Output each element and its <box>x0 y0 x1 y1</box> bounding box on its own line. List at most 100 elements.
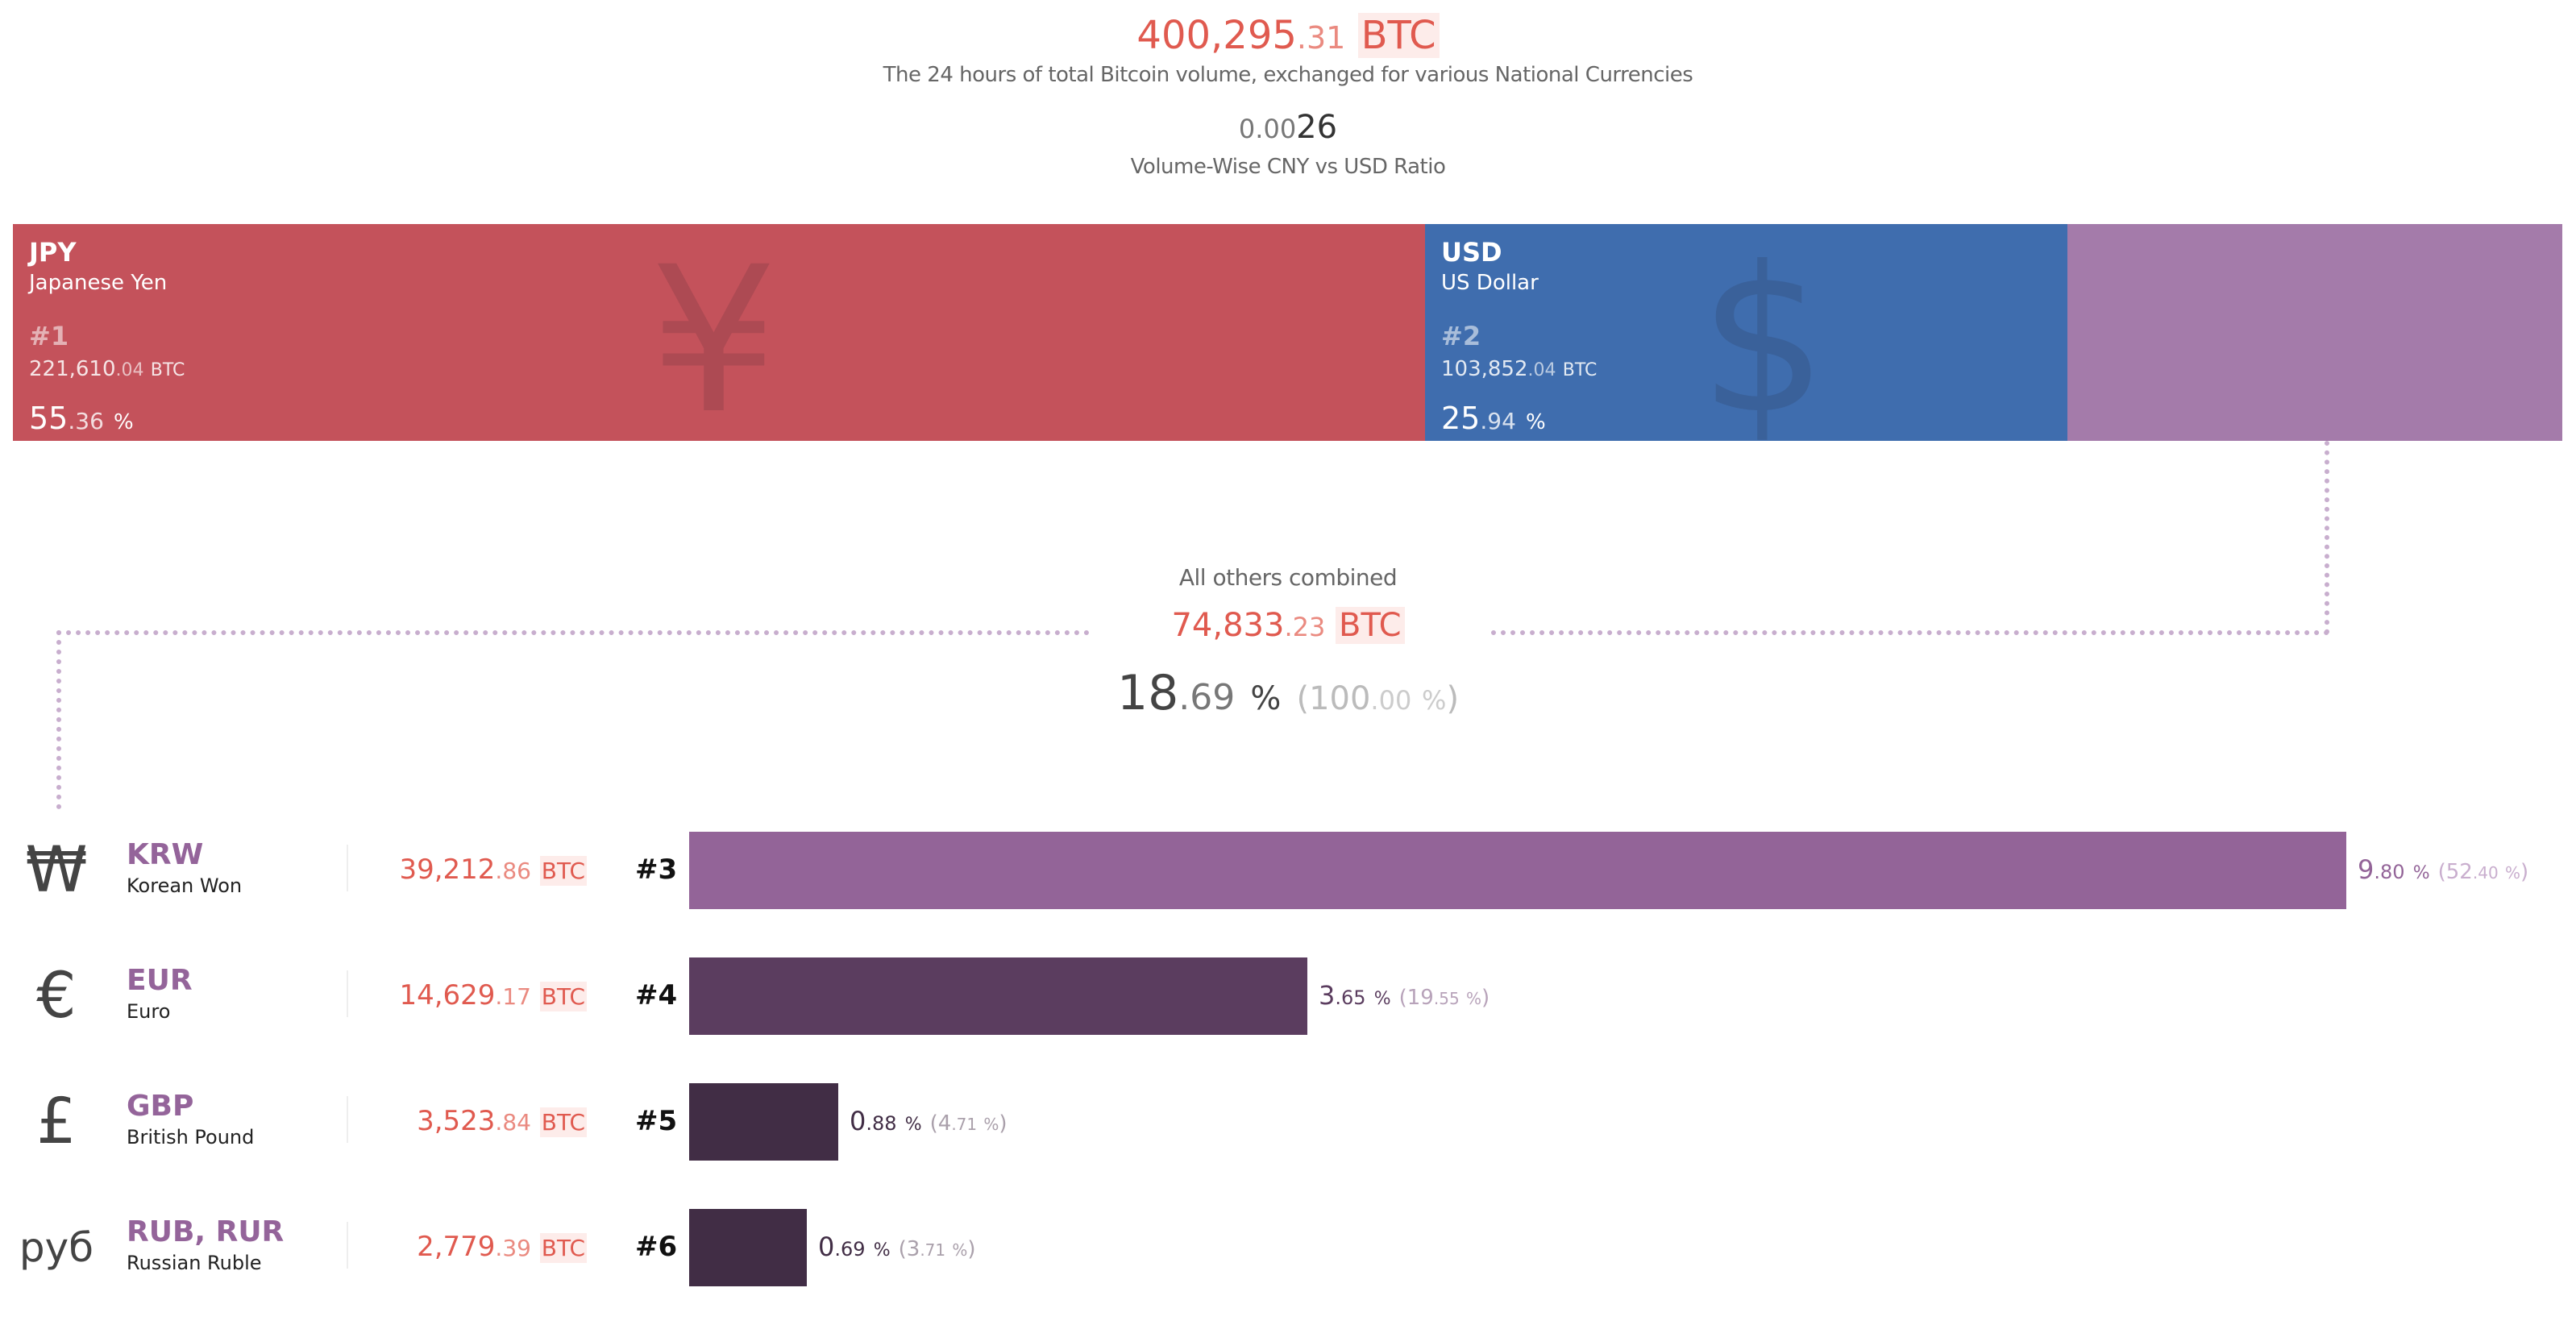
share-dec: .71 <box>920 1240 946 1260</box>
block-code: JPY <box>29 237 77 268</box>
amount-unit: BTC <box>539 1107 587 1137</box>
pct-dec: .80 <box>2374 861 2405 883</box>
amount-dec: .04 <box>115 360 144 380</box>
pct-unit: % <box>904 1115 922 1135</box>
others-share-int: 100 <box>1309 680 1371 717</box>
currency-row[interactable]: £ GBP British Pound 3,523.84 BTC #5 0.88… <box>0 1083 2576 1161</box>
share-of-others: (4.71 %) <box>929 1111 1008 1136</box>
amount-unit: BTC <box>539 856 587 886</box>
share-unit: % <box>2504 863 2520 883</box>
block-rank: #2 <box>1441 321 1481 351</box>
amount-int: 39,212 <box>399 854 496 886</box>
won-icon: ₩ <box>25 834 88 907</box>
share-int: 3 <box>906 1237 920 1261</box>
block-percent: 55.36 % <box>29 398 185 441</box>
others-amount: 74,833.23 BTC <box>0 603 2576 650</box>
divider <box>347 1096 348 1143</box>
share-of-others: (52.40 %) <box>2437 860 2529 884</box>
bar[interactable] <box>689 957 1307 1035</box>
others-share: (100.00 %) <box>1296 680 1460 717</box>
amount-dec: .04 <box>1527 360 1556 380</box>
ratio-lead: 0.00 <box>1238 114 1297 144</box>
bar[interactable] <box>689 832 2346 909</box>
amount-dec: .17 <box>495 983 531 1010</box>
currency-amount: 3,523.84 BTC <box>417 1103 587 1141</box>
bar[interactable] <box>689 1209 807 1286</box>
connector-line <box>56 630 61 809</box>
block-rank: #1 <box>29 321 69 351</box>
divider <box>347 1222 348 1269</box>
share-of-others: (19.55 %) <box>1398 986 1490 1010</box>
amount-int: 103,852 <box>1441 357 1528 381</box>
others-pct-unit: % <box>1250 680 1282 717</box>
total-volume-int: 400,295 <box>1136 13 1297 58</box>
currency-amount: 39,212.86 BTC <box>399 851 587 890</box>
currency-row[interactable]: руб RUB, RUR Russian Ruble 2,779.39 BTC … <box>0 1209 2576 1286</box>
block-jpy[interactable]: ¥ JPY Japanese Yen #1 221,610.04 BTC 55.… <box>13 224 1425 441</box>
pct-dec: .69 <box>834 1238 866 1261</box>
total-volume-subtitle: The 24 hours of total Bitcoin volume, ex… <box>883 63 1693 87</box>
bar-label: 3.65 % (19.55 %) <box>1319 977 1490 1018</box>
share-unit: % <box>1465 989 1481 1008</box>
pct-int: 0 <box>818 1232 835 1262</box>
currency-name: Korean Won <box>127 874 243 897</box>
amount-int: 2,779 <box>417 1231 496 1263</box>
share-dec: .55 <box>1433 989 1460 1008</box>
block-usd[interactable]: $ USD US Dollar #2 103,852.04 BTC 25.94 … <box>1425 224 2067 441</box>
amount-unit: BTC <box>150 360 185 380</box>
connector-line <box>2325 441 2329 634</box>
divider <box>347 845 348 891</box>
bar-label: 0.88 % (4.71 %) <box>850 1103 1008 1144</box>
others-amount-unit: BTC <box>1336 607 1405 644</box>
share-dec: .71 <box>951 1115 978 1134</box>
others-percent: 18.69 % (100.00 %) <box>0 662 2576 731</box>
amount-int: 221,610 <box>29 357 116 381</box>
bar-label: 9.80 % (52.40 %) <box>2358 851 2528 892</box>
others-pct-int: 18 <box>1116 665 1179 721</box>
share-int: 4 <box>937 1111 952 1136</box>
currency-amount: 2,779.39 BTC <box>417 1228 587 1267</box>
currency-row[interactable]: ₩ KRW Korean Won 39,212.86 BTC #3 9.80 %… <box>0 832 2576 909</box>
block-name: US Dollar <box>1441 271 1539 295</box>
amount-int: 14,629 <box>399 979 496 1011</box>
currency-code: KRW <box>127 838 204 871</box>
pct-unit: % <box>1373 989 1391 1009</box>
pct-int: 25 <box>1441 401 1481 436</box>
block-name: Japanese Yen <box>29 271 168 295</box>
amount-dec: .86 <box>495 858 531 884</box>
ratio-label: Volume-Wise CNY vs USD Ratio <box>1130 155 1446 179</box>
others-share-unit: % <box>1422 685 1447 716</box>
divider <box>347 970 348 1017</box>
share-int: 52 <box>2445 860 2473 884</box>
currency-name: Russian Ruble <box>127 1252 262 1274</box>
bar[interactable] <box>689 1083 838 1161</box>
share-of-others: (3.71 %) <box>898 1237 976 1261</box>
share-unit: % <box>952 1240 968 1260</box>
amount-unit: BTC <box>539 982 587 1011</box>
block-percent: 25.94 % <box>1441 398 1597 441</box>
pound-icon: £ <box>36 1086 77 1158</box>
pct-dec: .36 <box>68 408 104 434</box>
others-share-dec: .00 <box>1370 685 1412 716</box>
share-dec: .40 <box>2472 863 2499 883</box>
pct-unit: % <box>2412 863 2430 883</box>
connector-line <box>56 630 1090 635</box>
currency-name: British Pound <box>127 1126 255 1148</box>
currency-code: EUR <box>127 964 193 997</box>
currency-amount: 14,629.17 BTC <box>399 977 587 1016</box>
total-volume-dec: .31 <box>1296 20 1346 56</box>
currency-rank: #5 <box>635 1105 678 1137</box>
currency-code: GBP <box>127 1090 194 1123</box>
pct-unit: % <box>1525 410 1546 434</box>
pct-int: 0 <box>850 1106 866 1136</box>
share-int: 19 <box>1406 986 1434 1010</box>
ruble-icon: руб <box>19 1224 94 1271</box>
block-amount: 103,852.04 BTC <box>1441 353 1597 387</box>
currency-row[interactable]: € EUR Euro 14,629.17 BTC #4 3.65 % (19.55… <box>0 957 2576 1035</box>
bar-label: 0.69 % (3.71 %) <box>818 1228 976 1269</box>
block-others[interactable] <box>2067 224 2562 441</box>
pct-int: 3 <box>1319 980 1336 1011</box>
currency-rank: #6 <box>635 1231 678 1263</box>
share-unit: % <box>983 1115 999 1134</box>
currency-name: Euro <box>127 1000 171 1023</box>
